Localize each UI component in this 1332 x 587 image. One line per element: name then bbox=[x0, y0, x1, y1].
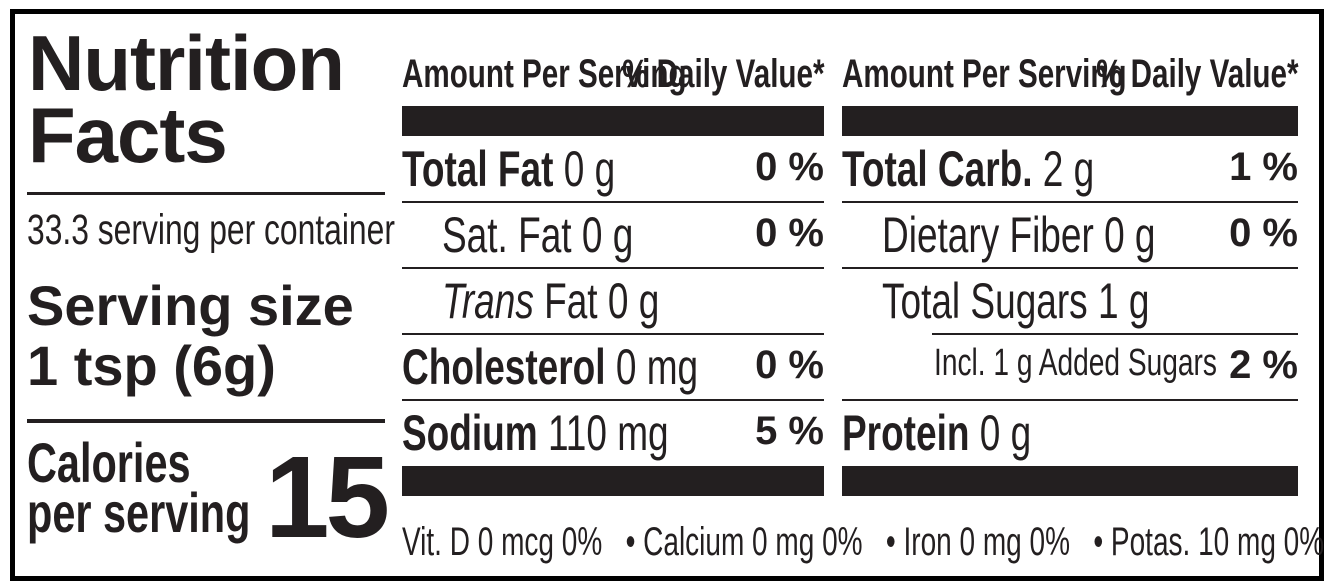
nutrient-amount: 0 g bbox=[607, 273, 660, 329]
nutrient-amount: 110 mg bbox=[547, 405, 669, 461]
nutrient-amount: 2 g bbox=[1042, 141, 1095, 197]
title-line-2: Facts bbox=[28, 90, 228, 179]
nutrient-name: Dietary Fiber bbox=[882, 207, 1094, 263]
nutrient-dv: 2 % bbox=[1229, 343, 1298, 387]
nutrient-dv: 0 % bbox=[755, 343, 824, 387]
nutrient-row-total-carb: Total Carb. 2 g 1 % bbox=[842, 137, 1298, 203]
right-header-dv: % Daily Value* bbox=[1095, 52, 1298, 96]
nutrient-name: Total Carb. bbox=[842, 141, 1033, 197]
nutrient-amount: 0 g bbox=[581, 207, 634, 263]
title-divider bbox=[27, 192, 385, 195]
nutrient-name: Total Fat bbox=[402, 141, 554, 197]
serving-size: Serving size 1 tsp (6g) bbox=[27, 276, 354, 396]
nutrient-amount: 1 g bbox=[1097, 273, 1150, 329]
nutrient-name: Cholesterol bbox=[402, 339, 606, 395]
nutrient-row-protein: Protein 0 g bbox=[842, 401, 1298, 467]
nutrient-row-trans-fat: Trans Fat 0 g bbox=[402, 269, 824, 335]
right-header-bar bbox=[842, 106, 1298, 136]
nutrient-row-total-fat: Total Fat 0 g 0 % bbox=[402, 137, 824, 203]
title-line-1: Nutrition bbox=[28, 19, 345, 107]
nutrient-name: Total Sugars bbox=[882, 273, 1088, 329]
nutrient-amount: 0 g bbox=[979, 405, 1032, 461]
nutrient-amount: 0 g bbox=[563, 141, 616, 197]
left-footer-bar bbox=[402, 466, 824, 496]
nutrient-name: Sat. Fat bbox=[442, 207, 572, 263]
left-header-amount: Amount Per Serving bbox=[402, 52, 687, 96]
right-footer-bar bbox=[842, 466, 1298, 496]
nutrition-facts-label: Nutrition Facts 33.3 serving per contain… bbox=[10, 9, 1324, 581]
nutrition-facts-title: Nutrition Facts bbox=[28, 19, 345, 179]
nutrient-name: Trans bbox=[442, 273, 534, 329]
nutrient-row-sat-fat: Sat. Fat 0 g 0 % bbox=[402, 203, 824, 269]
serving-size-label: Serving size bbox=[27, 274, 354, 337]
nutrient-name: Sodium bbox=[402, 405, 538, 461]
servings-per-container: 33.3 serving per container bbox=[27, 206, 395, 254]
nutrient-row-dietary-fiber: Dietary Fiber 0 g 0 % bbox=[842, 203, 1298, 269]
nutrient-row-cholesterol: Cholesterol 0 mg 0 % bbox=[402, 335, 824, 401]
nutrient-row-sodium: Sodium 110 mg 5 % bbox=[402, 401, 824, 467]
nutrient-dv: 5 % bbox=[755, 409, 824, 453]
calories-value: 15 bbox=[265, 432, 390, 562]
nutrient-name: Protein bbox=[842, 405, 970, 461]
nutrient-dv: 1 % bbox=[1229, 145, 1298, 189]
right-header-amount: Amount Per Serving bbox=[842, 52, 1127, 96]
nutrient-dv: 0 % bbox=[755, 145, 824, 189]
left-header-dv: % Daily Value* bbox=[621, 52, 824, 96]
nutrient-row-added-sugars: Incl. 1 g Added Sugars 2 % bbox=[842, 335, 1298, 401]
calories-label: Calories per serving bbox=[27, 431, 251, 544]
nutrient-row-total-sugars: Total Sugars 1 g bbox=[842, 269, 1298, 335]
nutrient-amount: 0 g bbox=[1104, 207, 1156, 263]
serving-size-divider bbox=[27, 419, 385, 423]
nutrient-name: Incl. 1 g Added Sugars bbox=[934, 342, 1217, 384]
nutrient-dv: 0 % bbox=[1229, 211, 1298, 255]
nutrient-amount: 0 mg bbox=[615, 339, 699, 395]
serving-size-value: 1 tsp (6g) bbox=[27, 334, 276, 397]
micronutrients-line: Vit. D 0 mcg 0% • Calcium 0 mg 0% • Iron… bbox=[402, 520, 1325, 564]
left-header-bar bbox=[402, 106, 824, 136]
nutrient-dv: 0 % bbox=[755, 211, 824, 255]
